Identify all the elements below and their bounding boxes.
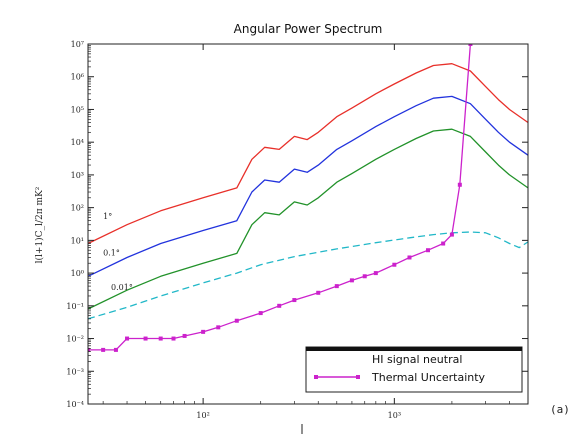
y-tick-label-0: 10⁻⁴ [66, 400, 84, 409]
thermal-marker-22 [441, 241, 446, 246]
thermal-marker-25 [468, 44, 473, 46]
thermal-marker-20 [407, 255, 412, 260]
annotations: 1° 0.1° 0.01° [103, 212, 133, 292]
thermal-marker-14 [316, 290, 321, 295]
thermal-marker-12 [277, 303, 282, 308]
legend-top-bar [306, 347, 522, 351]
thermal-marker-16 [349, 278, 354, 283]
thermal-marker-3 [125, 336, 130, 341]
y-tick-label-2: 10⁻² [66, 335, 84, 344]
y-tick-label-9: 10⁵ [71, 105, 84, 114]
series-line-4 [88, 44, 472, 351]
series-line-0 [88, 63, 528, 245]
series-line-1 [88, 95, 528, 277]
thermal-marker-21 [426, 248, 431, 253]
thermal-marker-11 [258, 311, 263, 316]
thermal-marker-9 [216, 325, 221, 330]
thermal-marker-5 [158, 336, 163, 341]
y-tick-label-1: 10⁻³ [66, 367, 84, 376]
y-tick-label-11: 10⁷ [71, 40, 84, 49]
y-tick-label-10: 10⁶ [71, 73, 84, 82]
legend: HI signal neutral Thermal Uncertainty [305, 346, 523, 393]
thermal-marker-18 [373, 271, 378, 276]
chart-title: Angular Power Spectrum [234, 22, 383, 36]
legend-label-0: HI signal neutral [372, 353, 462, 366]
y-tick-label-4: 10⁰ [71, 269, 84, 278]
plot-frame [87, 43, 529, 405]
thermal-marker-8 [201, 329, 206, 334]
y-tick-label-8: 10⁴ [71, 138, 84, 147]
thermal-marker-13 [292, 298, 297, 303]
legend-swatch-marker-1-0 [314, 375, 318, 379]
plot-area [88, 44, 528, 352]
thermal-marker-10 [234, 318, 239, 323]
series-line-3 [88, 231, 528, 320]
thermal-marker-6 [171, 336, 176, 341]
curve-annotation-0: 1° [103, 212, 112, 221]
axes: 10⁻⁴ 10⁻³ 10⁻² 10⁻¹ 10⁰ 10¹ 10² 10³ 10⁴ 10⁵ 10⁶ 10⁷… [66, 40, 529, 420]
x-tick-label-0: 10² [196, 411, 209, 420]
y-axis-label: l(l+1)C_l/2π mK² [34, 186, 45, 263]
x-tick-label-1: 10³ [388, 411, 401, 420]
thermal-marker-4 [143, 336, 148, 341]
y-tick-label-3: 10⁻¹ [66, 302, 84, 311]
legend-swatch-marker-1-1 [356, 375, 360, 379]
thermal-marker-17 [362, 274, 367, 279]
panel-label: (a) [550, 403, 570, 416]
thermal-marker-24 [457, 182, 462, 187]
thermal-marker-19 [392, 262, 397, 267]
thermal-marker-7 [182, 333, 187, 338]
curve-annotation-1: 0.1° [103, 248, 120, 257]
thermal-marker-15 [334, 284, 339, 289]
y-tick-label-6: 10² [71, 204, 84, 213]
thermal-marker-0 [88, 347, 90, 352]
thermal-marker-1 [101, 347, 106, 352]
thermal-marker-23 [449, 232, 454, 237]
series-line-2 [88, 128, 528, 310]
y-axis-label-group: l(l+1)C_l/2π mK² [34, 186, 45, 263]
y-tick-label-5: 10¹ [71, 236, 84, 245]
thermal-marker-2 [113, 347, 118, 352]
legend-label-1: Thermal Uncertainty [371, 371, 486, 384]
curve-annotation-2: 0.01° [111, 283, 133, 292]
y-tick-label-7: 10³ [71, 171, 84, 180]
